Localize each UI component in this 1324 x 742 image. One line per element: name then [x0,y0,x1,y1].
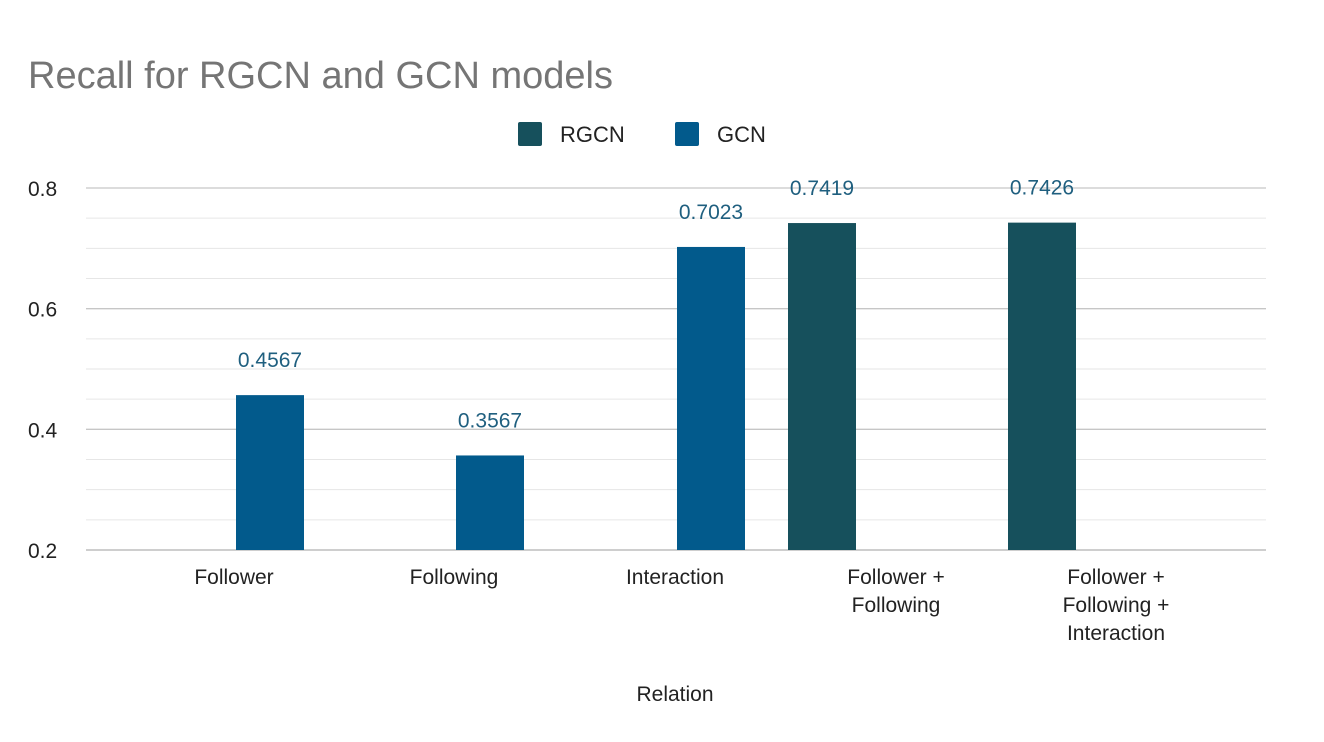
legend-label-gcn: GCN [717,122,766,147]
data-label-rgcn-3: 0.7419 [790,177,854,200]
bars [236,222,1076,551]
data-label-rgcn-4: 0.7426 [1010,177,1074,200]
legend-swatch-gcn [675,122,699,146]
x-axis-categories: Follower Following Interaction Follower + Fo… [194,566,1169,645]
x-category-label: Follower + [847,566,944,589]
y-tick-label: 0.2 [28,540,57,563]
legend: RGCN GCN [518,122,766,147]
bar-gcn-0 [236,395,304,550]
x-category-label: Interaction [626,566,724,589]
data-label-gcn-1: 0.3567 [458,409,522,432]
legend-swatch-rgcn [518,122,542,146]
x-category-label: Interaction [1067,622,1165,645]
x-category-label: Following [410,566,499,589]
x-category-label: Follower [194,566,273,589]
y-tick-label: 0.4 [28,419,58,442]
y-tick-label: 0.6 [28,299,57,322]
y-axis-ticks: 0.2 0.4 0.6 0.8 [28,178,58,563]
bar-rgcn-4 [1008,222,1076,550]
data-labels: 0.7419 0.7426 0.4567 0.3567 0.7023 [238,177,1074,433]
legend-label-rgcn: RGCN [560,122,625,147]
bar-gcn-1 [456,455,524,550]
chart-title: Recall for RGCN and GCN models [28,55,613,97]
data-label-gcn-0: 0.4567 [238,349,302,372]
x-category-label: Follower + [1067,566,1164,589]
bar-gcn-2 [677,246,745,550]
y-tick-label: 0.8 [28,178,57,201]
data-label-gcn-2: 0.7023 [679,201,743,224]
bar-rgcn-3 [788,223,856,551]
x-axis-title: Relation [636,683,713,706]
x-category-label: Following + [1063,594,1170,617]
x-category-label: Following [852,594,941,617]
